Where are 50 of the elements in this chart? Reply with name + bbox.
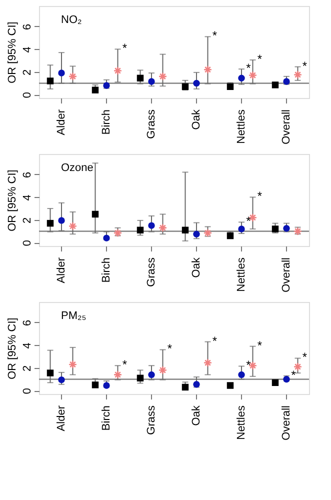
x-tick-label: Birch — [100, 406, 112, 431]
data-label: * — [212, 28, 218, 43]
data-label: * — [257, 52, 262, 66]
y-tick-label: 6 — [22, 172, 34, 178]
data-label: * — [167, 342, 172, 356]
data-label: * — [122, 358, 128, 372]
x-tick-label: Nettles — [236, 109, 248, 144]
y-tick-label: 6 — [22, 320, 34, 326]
x-tick-label: Overall — [280, 110, 292, 144]
data-label: * — [246, 61, 252, 76]
y-tick-label: 0 — [22, 92, 34, 98]
text: Ozone — [61, 162, 94, 174]
y-tick-label: 0 — [22, 240, 34, 246]
text: NO₂ — [61, 14, 82, 26]
x-tick-label: Oak — [190, 257, 202, 278]
x-tick-label: Grass — [146, 405, 158, 435]
x-tick-label: Birch — [100, 258, 112, 283]
x-tick-label: Oak — [190, 109, 202, 130]
y-axis-title: OR [95% CI] — [6, 170, 18, 232]
x-tick-label: Alder — [56, 405, 68, 432]
x-tick-label: Alder — [56, 109, 68, 136]
x-tick-label: Alder — [56, 257, 68, 284]
x-tick-label: Overall — [280, 258, 292, 292]
y-tick-label: 2 — [22, 69, 34, 76]
data-label: * — [246, 214, 252, 228]
y-tick-label: 2 — [22, 217, 34, 224]
data-label: * — [291, 368, 296, 382]
x-tick-label: Oak — [190, 405, 202, 426]
data-label: * — [257, 338, 262, 352]
x-tick-label: Nettles — [236, 405, 248, 440]
y-axis-title: OR [95% CI] — [6, 22, 18, 84]
x-tick-label: Overall — [280, 406, 292, 440]
data-label: * — [212, 334, 218, 348]
text: PM₂₅ — [61, 310, 86, 322]
x-tick-label: Grass — [146, 109, 158, 139]
y-tick-label: 6 — [22, 24, 34, 30]
x-tick-label: Grass — [146, 257, 158, 287]
data-label: * — [122, 41, 128, 56]
y-tick-label: 4 — [22, 46, 34, 53]
data-label: * — [302, 58, 308, 73]
y-tick-label: 2 — [22, 365, 34, 372]
y-tick-label: 4 — [22, 342, 34, 349]
data-label: * — [302, 350, 308, 364]
x-tick-label: Birch — [100, 110, 112, 135]
y-tick-label: 4 — [22, 194, 34, 201]
data-label: * — [246, 358, 252, 372]
data-label: * — [257, 189, 262, 204]
x-tick-label: Nettles — [236, 257, 248, 292]
y-axis-title: OR [95% CI] — [6, 318, 18, 380]
y-tick-label: 0 — [22, 388, 34, 394]
